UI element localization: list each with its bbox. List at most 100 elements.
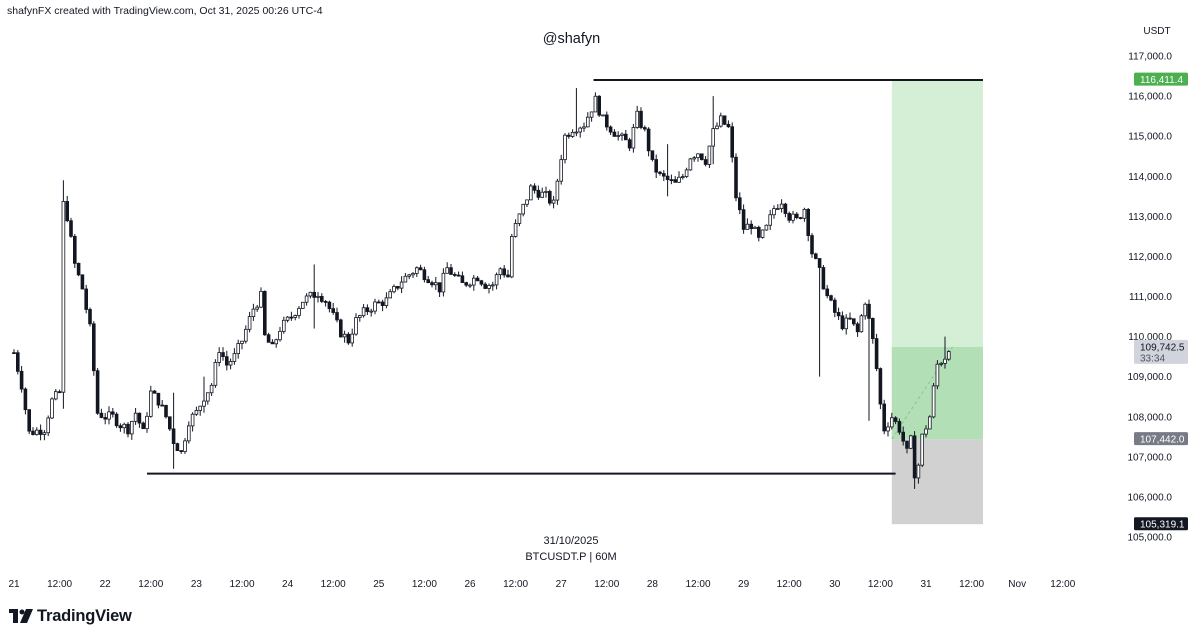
candle bbox=[574, 88, 579, 137]
candle-body bbox=[935, 363, 940, 387]
candle-body bbox=[179, 450, 184, 452]
time-tick-label: 25 bbox=[373, 579, 385, 590]
candle-body bbox=[399, 281, 404, 289]
candle bbox=[931, 382, 936, 419]
candle-body bbox=[806, 208, 810, 236]
candle bbox=[338, 318, 343, 338]
time-tick-label: 12:00 bbox=[959, 579, 984, 590]
candle bbox=[703, 156, 708, 167]
time-tick-label: 26 bbox=[464, 579, 476, 590]
candle bbox=[578, 126, 582, 138]
candle bbox=[270, 339, 275, 345]
candle-body bbox=[871, 317, 875, 339]
candle bbox=[643, 125, 647, 132]
price-tick-label: 105,000.0 bbox=[1128, 533, 1173, 544]
candle bbox=[361, 304, 366, 318]
candle-body bbox=[673, 179, 677, 183]
candle-body bbox=[107, 411, 111, 420]
candle-body bbox=[586, 116, 590, 128]
candle-body bbox=[186, 425, 191, 442]
candle bbox=[228, 358, 233, 370]
candle-body bbox=[145, 415, 149, 430]
candle bbox=[460, 271, 465, 283]
candle-body bbox=[730, 126, 734, 158]
candle-body bbox=[354, 317, 358, 335]
time-tick-label: 24 bbox=[282, 579, 294, 590]
candle bbox=[304, 293, 309, 306]
currency-label: USDT bbox=[1143, 26, 1170, 37]
price-tag[interactable]: 107,442.0 bbox=[1134, 432, 1188, 446]
candle-body bbox=[677, 176, 681, 183]
candle bbox=[722, 115, 727, 126]
price-tag-bg bbox=[1134, 517, 1188, 531]
candle bbox=[852, 318, 856, 326]
candle-body bbox=[779, 203, 784, 209]
candle-body bbox=[312, 291, 316, 298]
candle-body bbox=[76, 262, 81, 276]
candle bbox=[532, 183, 537, 194]
candle-body bbox=[719, 115, 723, 127]
candle bbox=[414, 266, 419, 277]
candle-body bbox=[878, 368, 883, 405]
candle bbox=[947, 350, 951, 361]
candle-body bbox=[373, 301, 377, 312]
candle bbox=[281, 316, 286, 334]
candle bbox=[749, 220, 753, 235]
candle-body bbox=[449, 267, 453, 275]
candle-body bbox=[167, 416, 172, 430]
candle bbox=[669, 174, 674, 185]
candle bbox=[380, 299, 385, 312]
price-tag[interactable]: 105,319.1 bbox=[1134, 517, 1188, 531]
candle-body bbox=[836, 312, 841, 317]
candle bbox=[365, 304, 370, 315]
time-tick-label: 12:00 bbox=[1050, 579, 1075, 590]
stop-loss-zone[interactable] bbox=[891, 439, 983, 525]
candle bbox=[521, 203, 525, 217]
candle bbox=[745, 218, 750, 230]
candle bbox=[912, 431, 917, 489]
candle bbox=[582, 122, 586, 132]
candle-body bbox=[605, 114, 609, 128]
candle-body bbox=[407, 274, 411, 277]
candle-body bbox=[867, 303, 871, 319]
candle-body bbox=[209, 384, 214, 394]
candle-body bbox=[88, 309, 92, 325]
candle bbox=[570, 129, 575, 138]
candle-body bbox=[513, 223, 518, 237]
candle bbox=[555, 178, 560, 205]
candle bbox=[126, 422, 130, 438]
candle bbox=[935, 360, 940, 390]
candle bbox=[760, 229, 765, 239]
candle-body bbox=[323, 301, 328, 303]
price-tag[interactable]: 109,742.533:34 bbox=[1134, 339, 1188, 365]
candle bbox=[833, 297, 837, 318]
candle-body bbox=[783, 203, 788, 214]
candle-body bbox=[802, 208, 807, 219]
candle bbox=[795, 212, 799, 220]
candle bbox=[605, 111, 609, 131]
time-tick-label: 27 bbox=[556, 579, 568, 590]
candle-body bbox=[749, 223, 753, 229]
candle bbox=[589, 111, 594, 122]
candle-body bbox=[152, 390, 157, 394]
candle-body bbox=[574, 131, 579, 134]
candle bbox=[65, 195, 70, 223]
candle-body bbox=[855, 323, 860, 333]
candle-body bbox=[445, 267, 449, 274]
candle-body bbox=[122, 423, 127, 429]
price-tag[interactable]: 116,411.4 bbox=[1134, 72, 1188, 87]
time-tick-label: 23 bbox=[191, 579, 203, 590]
candle-body bbox=[494, 274, 499, 286]
candle-body bbox=[555, 180, 560, 201]
candle-body bbox=[722, 115, 727, 125]
candle-body bbox=[46, 417, 50, 434]
time-tick-label: 12:00 bbox=[685, 579, 710, 590]
candle-body bbox=[38, 429, 43, 435]
candle bbox=[920, 433, 924, 468]
candle bbox=[262, 290, 267, 336]
candle-body bbox=[103, 417, 108, 420]
candle bbox=[388, 289, 392, 299]
tradingview-logo[interactable]: TradingView bbox=[9, 605, 132, 627]
candle bbox=[42, 430, 47, 441]
